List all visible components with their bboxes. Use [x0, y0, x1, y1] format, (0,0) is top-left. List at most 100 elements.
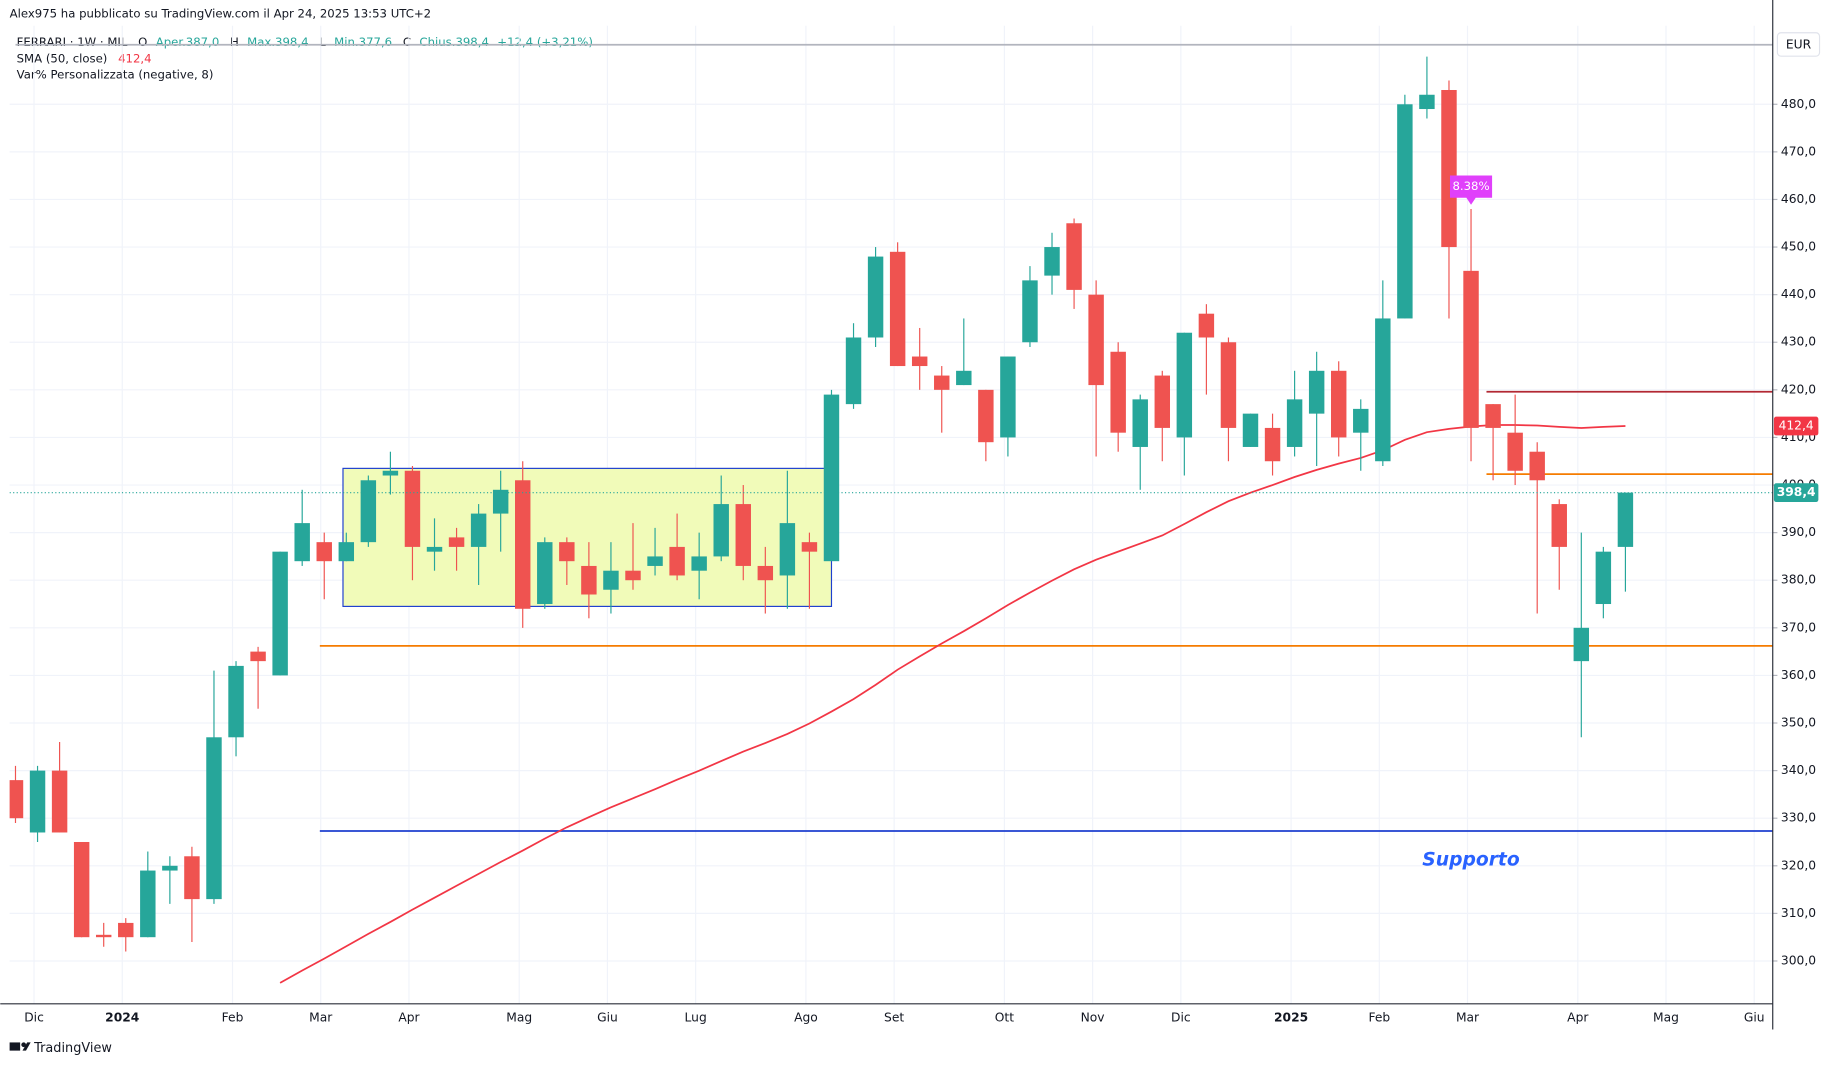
x-tick-label: Ago [794, 1010, 818, 1024]
x-tick-label: Feb [1368, 1010, 1390, 1024]
x-tick-label: Ott [995, 1010, 1014, 1024]
x-tick-label: Mag [506, 1010, 532, 1024]
candle-body [1000, 356, 1016, 438]
currency-box[interactable] [1776, 32, 1821, 57]
candle-body [1044, 247, 1060, 276]
candle-body [1154, 375, 1171, 428]
candle-body [250, 651, 266, 662]
candle-body [625, 570, 641, 581]
candle-body [1507, 432, 1523, 471]
candle-body [1132, 399, 1148, 447]
candle-body [492, 489, 509, 514]
candle-body [1286, 399, 1303, 447]
candle-body [515, 480, 531, 609]
candle-body [426, 546, 443, 552]
plot-area [9, 43, 1773, 984]
candle-body [118, 922, 134, 938]
candle-body [1242, 413, 1259, 447]
candle-body [9, 780, 24, 819]
y-tick-label: 420,0 [1781, 382, 1816, 396]
candle-body [1220, 342, 1237, 428]
candle-body [867, 256, 884, 338]
y-tick-label: 310,0 [1781, 906, 1816, 920]
candle-body [1330, 370, 1347, 438]
y-tick-label: 370,0 [1781, 620, 1816, 634]
candle-body [713, 504, 729, 557]
candle-body [382, 470, 399, 476]
candle-body [448, 537, 465, 547]
y-tick-label: 480,0 [1781, 97, 1816, 111]
candle-body [978, 389, 994, 443]
candle-body [647, 556, 663, 566]
y-tick-label: 470,0 [1781, 144, 1816, 158]
candle-body [581, 565, 597, 595]
candle-body [1617, 492, 1634, 547]
candle-body [823, 394, 840, 562]
candle-body [1308, 370, 1325, 414]
candle-body [1088, 294, 1104, 386]
y-tick-label: 390,0 [1781, 525, 1816, 539]
legend-value: Min.377,6 [334, 35, 392, 49]
candle-body [272, 551, 288, 676]
candle-body [1595, 551, 1612, 605]
candle-body [757, 565, 774, 581]
support-label: Supporto [1422, 850, 1520, 871]
x-tick-label: Apr [398, 1010, 420, 1024]
candle-body [1264, 427, 1281, 462]
candle-body [1419, 94, 1435, 110]
candle-body [779, 523, 796, 576]
sma-value: 412,4 [118, 51, 151, 65]
candle-body [1441, 89, 1457, 248]
candle-body [73, 841, 90, 938]
y-tick-label: 440,0 [1781, 287, 1816, 301]
x-tick-label: 2025 [1274, 1010, 1308, 1024]
legend-key: H [230, 35, 239, 49]
legend-value: Max.398,4 [247, 35, 308, 49]
x-tick-label: Apr [1567, 1010, 1589, 1024]
legend-value: Chius.398,4 [419, 35, 489, 49]
x-tick-label: Giu [597, 1010, 618, 1024]
candle-body [1485, 404, 1501, 428]
candle-body [669, 546, 685, 576]
candle-body [559, 542, 575, 562]
x-tick-label: Set [884, 1010, 904, 1024]
candle-body [294, 523, 310, 562]
symbol: FERRARI · 1W · MIL [17, 35, 128, 49]
candle-body [1463, 270, 1479, 428]
sma-line [279, 424, 1626, 984]
candle-body [404, 470, 421, 547]
x-tick-label: Mar [309, 1010, 333, 1024]
legend-key: O [138, 35, 147, 49]
candle-body [470, 513, 487, 547]
price-tag [1773, 483, 1819, 503]
legend-line: SMA (50, close) 412,4 [17, 51, 152, 65]
candle-body [845, 337, 862, 405]
x-tick-label: Mag [1653, 1010, 1679, 1024]
candle-body [1066, 223, 1082, 290]
y-tick-label: 430,0 [1781, 335, 1816, 349]
candle-body [162, 865, 178, 871]
candle-body [956, 370, 972, 386]
x-tick-label: Feb [222, 1010, 244, 1024]
candle-body [1551, 504, 1567, 547]
brand: TradingView [33, 1041, 112, 1056]
x-tick-label: Dic [24, 1010, 44, 1024]
y-tick-label: 320,0 [1781, 858, 1816, 872]
candle-body [95, 934, 112, 938]
candle-body [1353, 408, 1369, 433]
x-tick-label: Lug [685, 1010, 707, 1024]
candle-body [1176, 332, 1193, 438]
publisher-note: Alex975 ha pubblicato su TradingView.com… [10, 7, 432, 21]
y-tick-label: 300,0 [1781, 953, 1816, 967]
y-tick-label: 460,0 [1781, 192, 1816, 206]
candle-body [911, 356, 928, 367]
candle-body [1375, 318, 1391, 462]
y-tick-label: 380,0 [1781, 573, 1816, 587]
x-tick-label: Nov [1081, 1010, 1105, 1024]
price-tag [1773, 416, 1819, 436]
candle-body [1022, 280, 1038, 343]
candle-body [51, 770, 68, 833]
grid [9, 25, 1773, 1004]
y-tick-label: 340,0 [1781, 763, 1816, 777]
